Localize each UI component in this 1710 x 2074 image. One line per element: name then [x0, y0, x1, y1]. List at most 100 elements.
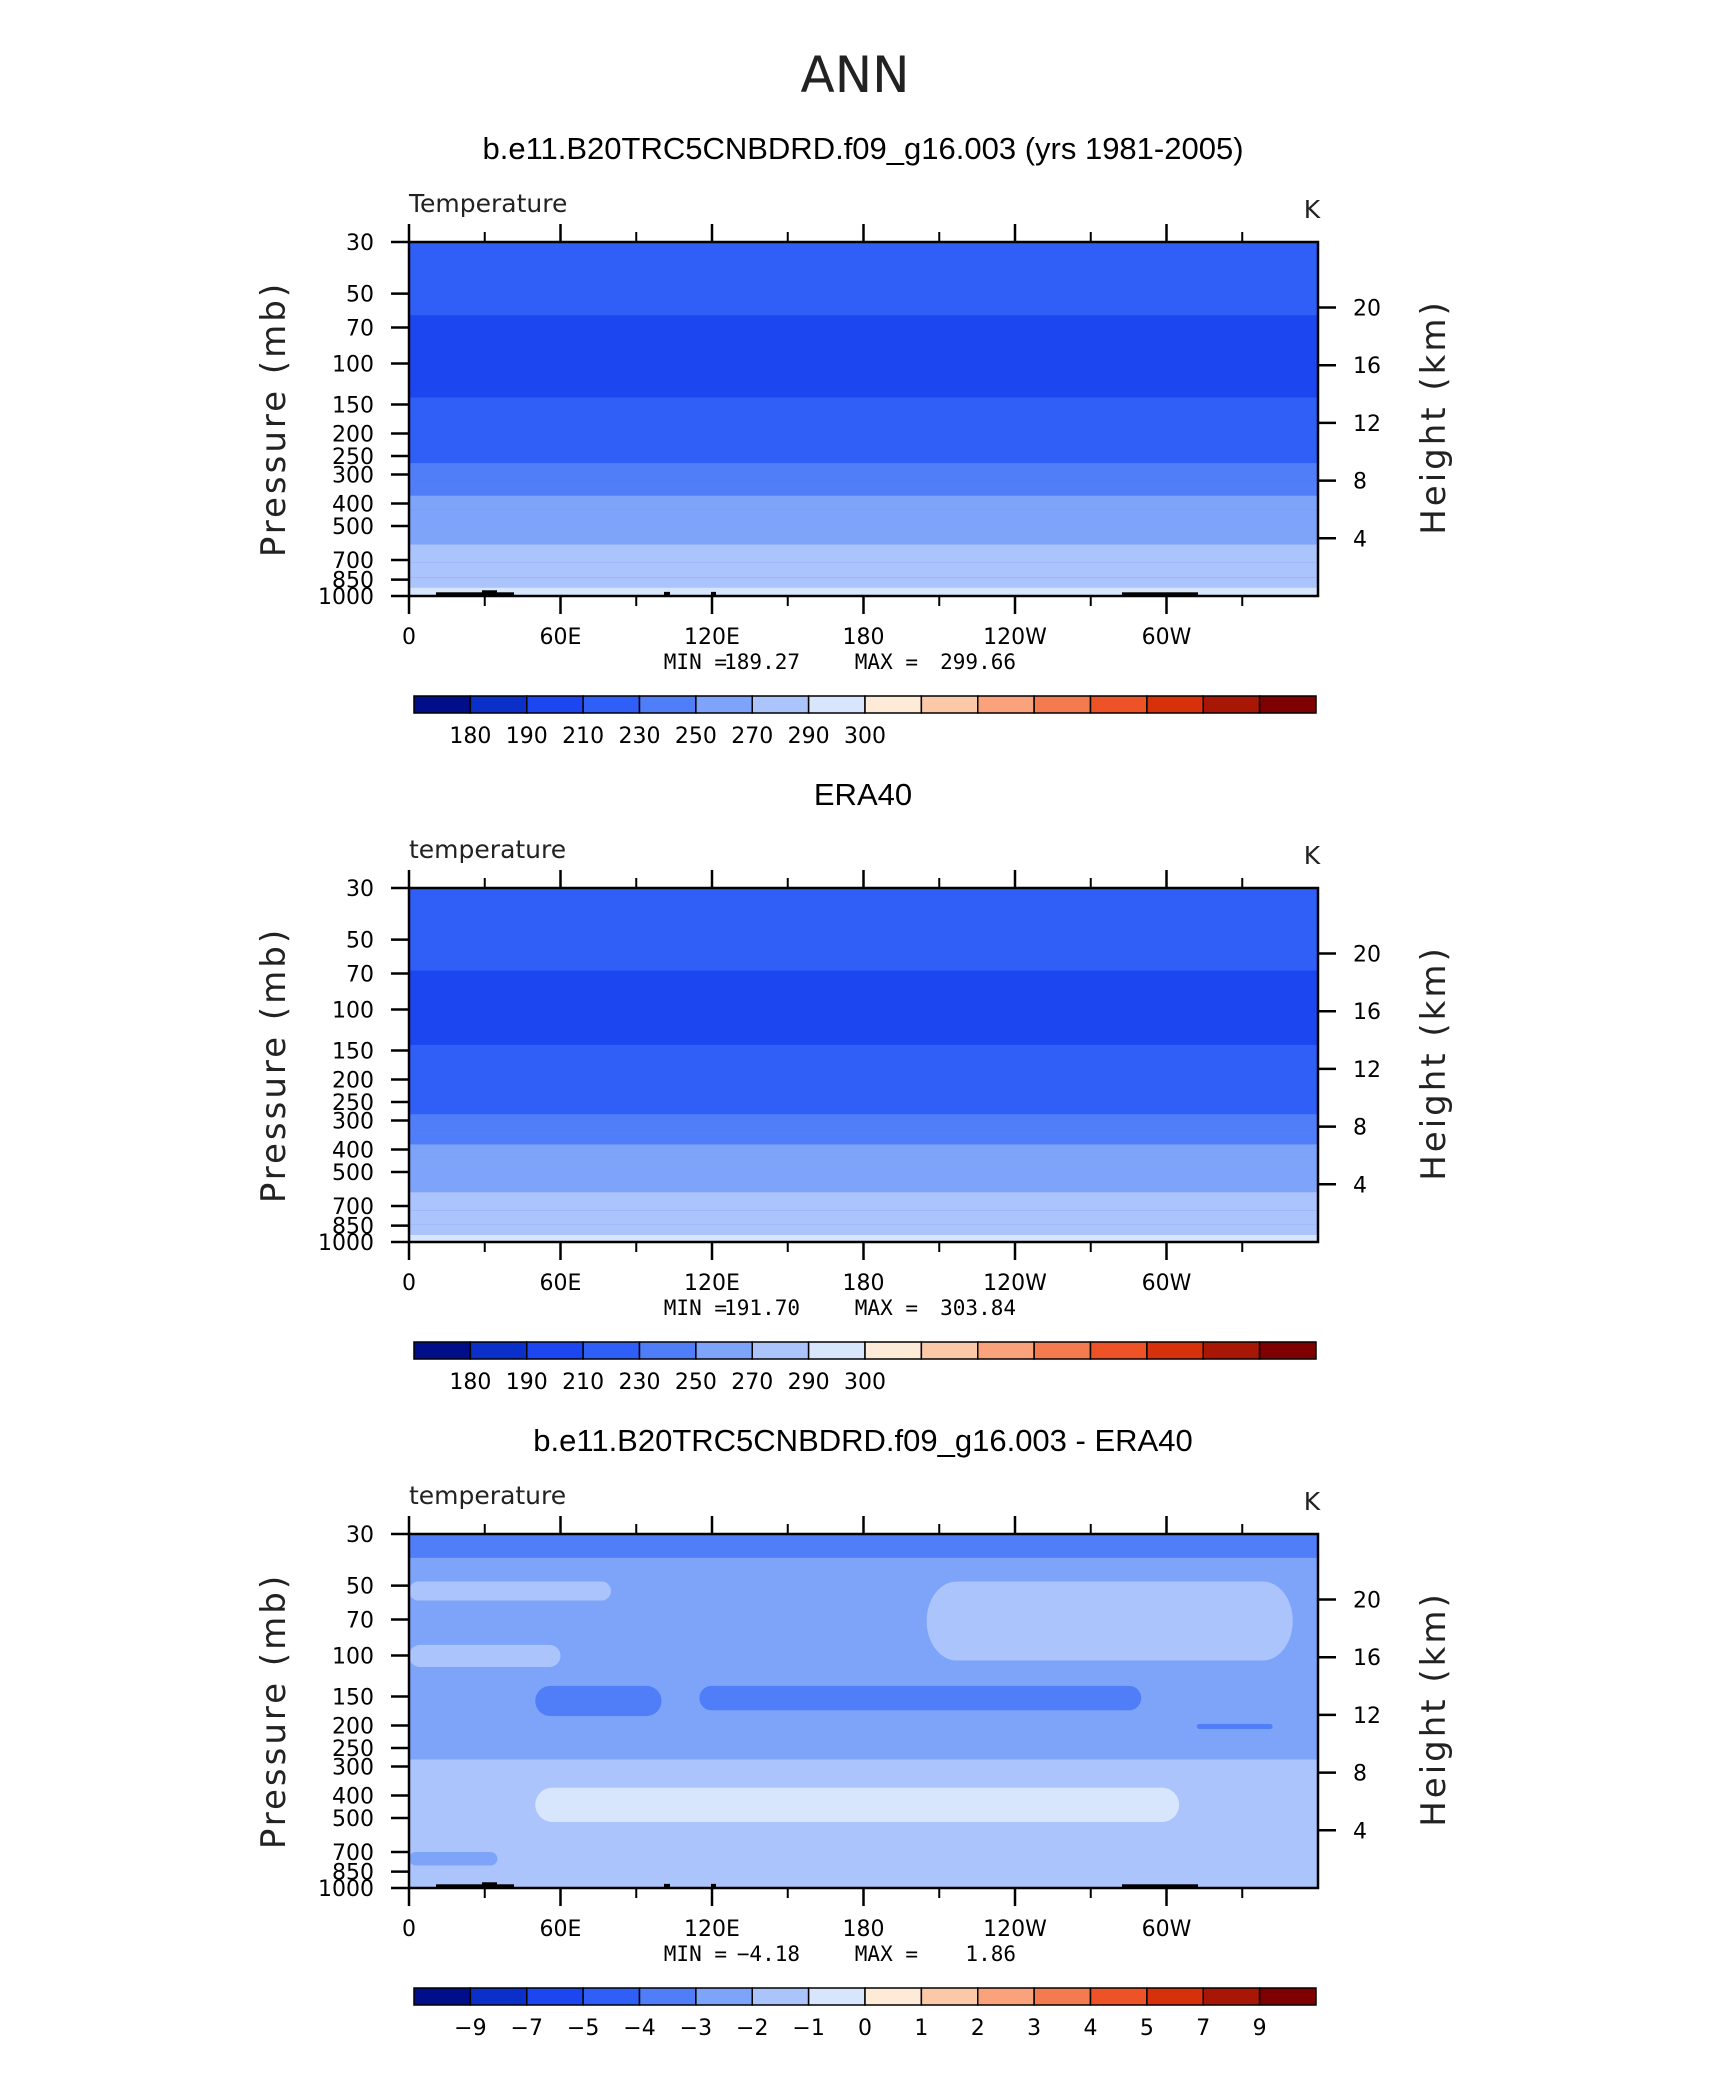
colorbar-swatch [751, 1987, 810, 2006]
contour-band [409, 1095, 1318, 1115]
contour-band [409, 587, 1318, 596]
colorbar-label: 270 [731, 1370, 773, 1395]
contour-band [409, 1070, 1318, 1096]
y-tick-label: 70 [346, 317, 374, 342]
colorbar-label: 0 [858, 2016, 872, 2041]
topography-mask [711, 591, 716, 596]
colorbar-swatch [1258, 1341, 1317, 1360]
contour-band [409, 445, 1318, 464]
contour-feature [699, 1685, 1142, 1711]
y-axis-right-label: Height (km) [1414, 945, 1454, 1181]
y-tick-label: 200 [332, 1715, 374, 1740]
topography-mask [482, 590, 497, 596]
colorbar-swatch [638, 1341, 697, 1360]
max-label: MAX = [855, 1296, 918, 1320]
colorbar-swatch [1146, 1341, 1204, 1360]
colorbar-swatch [751, 1341, 810, 1360]
contour-feature [1196, 1723, 1273, 1729]
y-right-tick-label: 4 [1353, 1819, 1367, 1844]
colorbar-swatch [413, 1987, 472, 2006]
colorbar-swatch [920, 1987, 979, 2006]
contour-band [409, 420, 1318, 446]
y-tick-label: 50 [346, 283, 374, 308]
colorbar-swatch [469, 695, 528, 714]
colorbar-label: −4 [623, 2016, 655, 2041]
colorbar-swatch [469, 1987, 528, 2006]
y-right-tick-label: 8 [1353, 470, 1367, 495]
contour-band [409, 544, 1318, 563]
colorbar-label: 9 [1253, 2016, 1267, 2041]
colorbar-label: 1 [914, 2016, 928, 2041]
colorbar-swatch [638, 695, 697, 714]
min-label: MIN = [664, 1942, 727, 1966]
x-tick-label: 0 [402, 1917, 416, 1942]
colorbar-label: −7 [511, 2016, 543, 2041]
min-value: −4.18 [737, 1942, 800, 1966]
y-tick-label: 300 [332, 463, 374, 488]
y-tick-label: 200 [332, 1069, 374, 1094]
y-tick-label: 1000 [318, 1877, 374, 1902]
colorbar-swatch [807, 1987, 866, 2006]
x-tick-label: 60W [1142, 1917, 1192, 1942]
y-tick-label: 500 [332, 515, 374, 540]
colorbar-swatch [582, 695, 641, 714]
min-value: 189.27 [724, 650, 800, 674]
x-tick-label: 120E [684, 1271, 740, 1296]
y-right-tick-label: 12 [1353, 1704, 1381, 1729]
contour-feature [674, 360, 826, 368]
colorbar-swatch [695, 1987, 753, 2006]
y-tick-label: 400 [332, 492, 374, 517]
x-tick-label: 60E [540, 625, 582, 650]
y-axis-right-label: Height (km) [1414, 1591, 1454, 1827]
colorbar-label: 290 [788, 724, 830, 749]
y-tick-label: 300 [332, 1109, 374, 1134]
panel-3: b.e11.B20TRC5CNBDRD.f09_g16.003 - ERA40 t… [254, 1423, 1454, 2041]
contour-band [409, 1130, 1318, 1145]
colorbar-swatch [864, 1987, 923, 2006]
y-axis-label: Pressure (mb) [254, 1573, 294, 1849]
y-right-tick-label: 4 [1353, 1173, 1367, 1198]
contour-feature [409, 1644, 561, 1667]
y-right-tick-label: 12 [1353, 1058, 1381, 1083]
panel-1: b.e11.B20TRC5CNBDRD.f09_g16.003 (yrs 198… [254, 131, 1454, 749]
colorbar-label: 2 [971, 2016, 985, 2041]
y-right-tick-label: 20 [1353, 1589, 1381, 1614]
contour-band [409, 1534, 1318, 1558]
colorbar-swatch [1258, 695, 1317, 714]
contour-band [409, 1174, 1318, 1193]
contour-band [409, 577, 1318, 588]
colorbar-label: 7 [1196, 2016, 1210, 2041]
colorbar-swatch [526, 695, 584, 714]
x-tick-label: 0 [402, 1271, 416, 1296]
contour-band [409, 315, 1318, 398]
y-right-tick-label: 8 [1353, 1116, 1367, 1141]
contour-band [409, 1192, 1318, 1211]
colorbar: 180 190 210 230 250 270 290 300 [413, 1341, 1317, 1395]
colorbar-label: 210 [562, 724, 604, 749]
colorbar-swatch [526, 1341, 584, 1360]
y-right-tick-label: 16 [1353, 1000, 1381, 1025]
units-label: K [1304, 195, 1321, 224]
y-tick-label: 700 [332, 1841, 374, 1866]
colorbar-swatch [695, 695, 753, 714]
panel-title: b.e11.B20TRC5CNBDRD.f09_g16.003 - ERA40 [533, 1423, 1192, 1458]
x-tick-label: 120W [983, 625, 1047, 650]
colorbar-swatch [1202, 1341, 1261, 1360]
x-tick-label: 180 [843, 1271, 885, 1296]
panel-title: b.e11.B20TRC5CNBDRD.f09_g16.003 (yrs 198… [482, 131, 1243, 166]
y-tick-label: 850 [332, 1861, 374, 1886]
colorbar-label: 180 [449, 1370, 491, 1395]
contour-feature [1128, 1795, 1154, 1822]
plot-area [409, 242, 1318, 596]
y-axis-right-label: Height (km) [1414, 299, 1454, 535]
y-tick-label: 70 [346, 963, 374, 988]
y-right-tick-label: 16 [1353, 1646, 1381, 1671]
colorbar: 180 190 210 230 250 270 290 300 [413, 695, 1317, 749]
colorbar-label: 300 [844, 1370, 886, 1395]
colorbar-swatch [1146, 695, 1204, 714]
y-tick-label: 70 [346, 1609, 374, 1634]
colorbar-label: 210 [562, 1370, 604, 1395]
colorbar-swatch [1089, 1987, 1148, 2006]
y-tick-label: 700 [332, 1195, 374, 1220]
y-tick-label: 30 [346, 231, 374, 256]
